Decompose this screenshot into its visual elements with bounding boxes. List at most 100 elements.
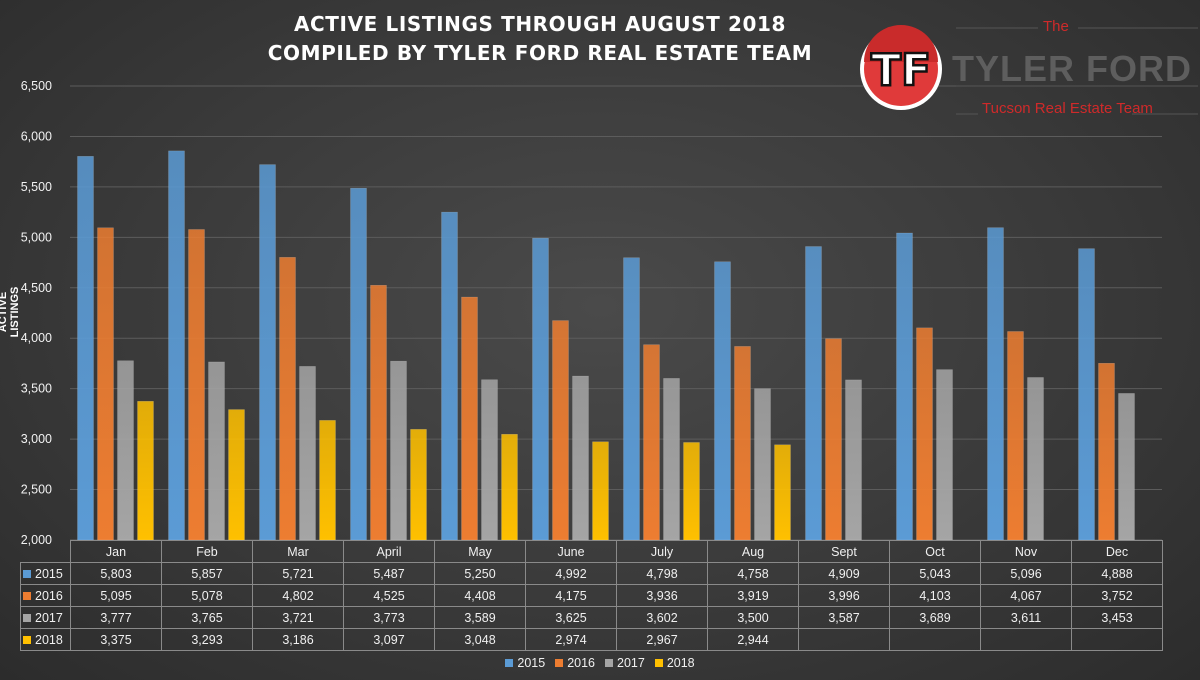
bar-2015-july (623, 257, 640, 541)
data-label: 3,602 (616, 606, 708, 629)
row-header: 2015 (20, 562, 71, 585)
logo-the-text: The (1043, 18, 1069, 35)
bar-2015-aug (714, 261, 731, 541)
legend-swatch (23, 635, 31, 644)
data-label: 4,175 (525, 584, 617, 607)
data-label: 5,095 (70, 584, 162, 607)
bar-2015-feb (168, 150, 185, 541)
data-label: 3,752 (1071, 584, 1163, 607)
tyler-ford-logo: TF (860, 25, 1198, 115)
legend-swatch (505, 659, 514, 667)
data-label: 3,765 (161, 606, 253, 629)
series-name: 2018 (35, 632, 63, 647)
bar-2017-april (390, 360, 407, 541)
data-label: 5,721 (252, 562, 344, 585)
bar-2016-mar (279, 257, 296, 541)
bar-2018-mar (319, 420, 336, 541)
legend-label: 2016 (567, 656, 595, 670)
chart-title: ACTIVE LISTINGS THROUGH AUGUST 2018 COMP… (190, 10, 890, 68)
category-label: Aug (707, 540, 799, 563)
bar-2018-july (683, 442, 700, 541)
bar-2016-nov (1007, 331, 1024, 541)
logo-subtitle-text: Tucson Real Estate Team (982, 100, 1153, 117)
data-label: 3,625 (525, 606, 617, 629)
bar-2015-april (350, 187, 367, 541)
y-tick-label: 3,000 (21, 432, 52, 446)
data-label: 3,453 (1071, 606, 1163, 629)
legend-item: 2015 (505, 656, 545, 670)
bar-2018-feb (228, 409, 245, 541)
data-label: 4,408 (434, 584, 526, 607)
data-label: 4,802 (252, 584, 344, 607)
category-label: April (343, 540, 435, 563)
data-label: 3,186 (252, 628, 344, 651)
data-label: 4,798 (616, 562, 708, 585)
y-tick-label: 4,500 (21, 281, 52, 295)
data-label: 5,043 (889, 562, 981, 585)
category-label: Mar (252, 540, 344, 563)
table-corner (20, 540, 71, 563)
table-row: 2015 5,803 5,857 5,721 5,487 5,250 4,992 4,798 4… (20, 562, 1163, 585)
data-label: 5,487 (343, 562, 435, 585)
data-label: 4,525 (343, 584, 435, 607)
legend-item: 2017 (605, 656, 645, 670)
bar-2016-sept (825, 338, 842, 541)
data-label: 3,936 (616, 584, 708, 607)
bar-2017-oct (936, 369, 953, 541)
bar-2016-oct (916, 327, 933, 541)
series-name: 2015 (35, 566, 63, 581)
y-tick-label: 3,500 (21, 382, 52, 396)
series-name: 2016 (35, 588, 63, 603)
data-label: 3,919 (707, 584, 799, 607)
legend-swatch (23, 613, 31, 622)
category-label: July (616, 540, 708, 563)
series-name: 2017 (35, 610, 63, 625)
table-row: 2017 3,777 3,765 3,721 3,773 3,589 3,625 3,602 3… (20, 606, 1163, 629)
data-label: 3,721 (252, 606, 344, 629)
bar-2017-dec (1118, 393, 1135, 541)
bar-2017-june (572, 375, 589, 541)
data-label: 3,293 (161, 628, 253, 651)
bar-2016-jan (97, 227, 114, 541)
category-label: Jan (70, 540, 162, 563)
bar-2016-june (552, 320, 569, 541)
bar-2016-feb (188, 229, 205, 541)
data-label: 4,888 (1071, 562, 1163, 585)
bar-2015-dec (1078, 248, 1095, 541)
data-label: 3,375 (70, 628, 162, 651)
row-header: 2017 (20, 606, 71, 629)
category-label: Feb (161, 540, 253, 563)
bar-2016-april (370, 285, 387, 541)
bar-2017-aug (754, 388, 771, 541)
table-row: 2018 3,375 3,293 3,186 3,097 3,048 2,974 2,967 2… (20, 628, 1163, 651)
bar-2018-april (410, 429, 427, 541)
y-tick-label: 6,500 (21, 79, 52, 93)
legend-label: 2015 (517, 656, 546, 670)
data-label: 3,689 (889, 606, 981, 629)
bar-2016-may (461, 296, 478, 541)
data-label: 3,500 (707, 606, 799, 629)
data-label: 3,996 (798, 584, 890, 607)
category-label: Nov (980, 540, 1072, 563)
data-label: 3,589 (434, 606, 526, 629)
legend-item: 2018 (654, 656, 695, 670)
legend-swatch (555, 659, 564, 667)
data-label: 3,048 (434, 628, 526, 651)
data-label: 2,944 (707, 628, 799, 651)
category-label: June (525, 540, 617, 563)
category-label: May (434, 540, 526, 563)
category-label: Sept (798, 540, 890, 563)
legend-swatch (654, 659, 663, 667)
table-row: 2016 5,095 5,078 4,802 4,525 4,408 4,175 3,936 3… (20, 584, 1163, 607)
bar-2017-feb (208, 361, 225, 541)
data-label (798, 628, 890, 651)
bar-2015-sept (805, 246, 822, 541)
bar-2015-june (532, 237, 549, 541)
data-label: 3,097 (343, 628, 435, 651)
category-label: Oct (889, 540, 981, 563)
bar-2018-june (592, 441, 609, 541)
data-label: 2,967 (616, 628, 708, 651)
bar-2017-sept (845, 379, 862, 541)
bar-2015-may (441, 211, 458, 541)
